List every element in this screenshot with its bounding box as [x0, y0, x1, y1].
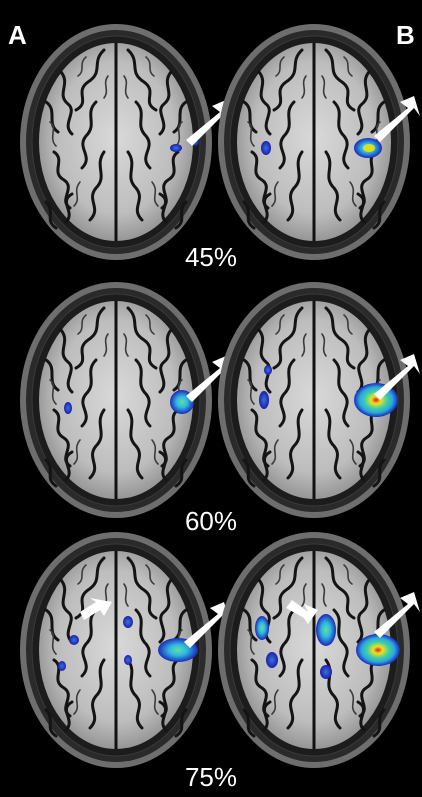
scan-a-45 — [18, 22, 232, 262]
scan-a-60 — [18, 280, 232, 520]
scan-b-60 — [216, 280, 420, 520]
scan-a-75 — [18, 530, 230, 770]
panel-label-a: A — [8, 20, 27, 50]
arrow-icon — [80, 598, 112, 620]
threshold-label: 60% — [184, 506, 238, 536]
threshold-label: 75% — [184, 762, 238, 792]
arrow-icon — [286, 600, 318, 624]
scan-b-45 — [216, 22, 420, 262]
panel-label-b: B — [396, 20, 415, 50]
threshold-label: 45% — [184, 242, 238, 272]
scan-b-75 — [216, 530, 420, 770]
